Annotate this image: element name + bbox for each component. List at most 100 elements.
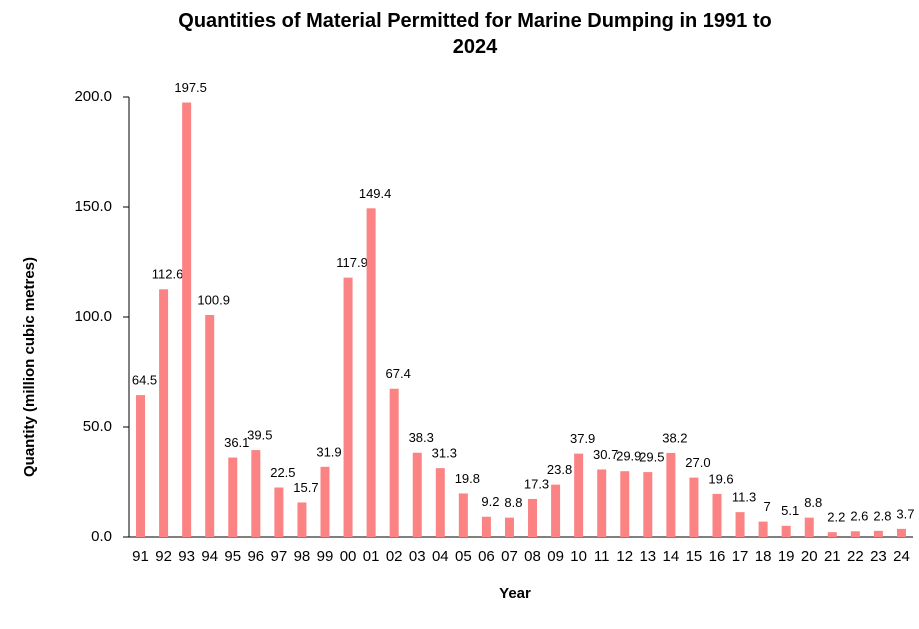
bar <box>159 289 169 537</box>
value-label: 27.0 <box>685 455 710 470</box>
x-tick-label: 01 <box>363 548 380 565</box>
x-tick-label: 06 <box>478 548 495 565</box>
x-tick-label: 98 <box>294 548 311 565</box>
bar <box>574 453 584 537</box>
x-tick-label: 14 <box>663 548 680 565</box>
bar <box>343 277 353 537</box>
value-label: 117.9 <box>336 255 368 270</box>
value-label: 8.8 <box>804 495 822 510</box>
x-tick-label: 95 <box>224 548 241 565</box>
bar <box>781 525 791 537</box>
bar <box>182 102 192 537</box>
value-label: 100.9 <box>197 292 230 307</box>
bar <box>366 208 376 537</box>
bar <box>274 487 284 537</box>
value-label: 7 <box>764 499 771 514</box>
y-tick-label: 150.0 <box>74 198 112 215</box>
x-tick-label: 17 <box>732 548 749 565</box>
x-tick-label: 11 <box>594 548 610 565</box>
x-tick-label: 16 <box>709 548 726 565</box>
x-tick-label: 15 <box>686 548 703 565</box>
value-label: 15.7 <box>293 480 318 495</box>
x-tick-label: 22 <box>847 548 864 565</box>
x-tick-label: 19 <box>778 548 795 565</box>
x-tick-label: 20 <box>801 548 818 565</box>
x-tick-label: 93 <box>178 548 195 565</box>
x-tick-label: 02 <box>386 548 403 565</box>
value-label: 37.9 <box>570 431 595 446</box>
value-label: 30.7 <box>593 447 618 462</box>
bar <box>551 484 561 537</box>
value-label: 22.5 <box>270 465 295 480</box>
x-tick-label: 05 <box>455 548 472 565</box>
value-label: 3.7 <box>896 506 914 521</box>
value-label: 29.5 <box>639 450 664 465</box>
value-label: 9.2 <box>481 494 499 509</box>
value-label: 19.8 <box>455 471 480 486</box>
value-label: 2.6 <box>850 509 868 524</box>
bar <box>804 517 814 537</box>
value-label: 149.4 <box>359 186 392 201</box>
x-tick-label: 13 <box>639 548 656 565</box>
bar <box>458 493 468 537</box>
value-label: 197.5 <box>174 80 207 95</box>
value-label: 36.1 <box>224 435 249 450</box>
x-tick-label: 12 <box>616 548 633 565</box>
value-label: 39.5 <box>247 428 272 443</box>
y-tick-label: 200.0 <box>74 88 112 105</box>
bar <box>320 466 330 537</box>
x-tick-label: 96 <box>247 548 264 565</box>
bar <box>666 452 676 537</box>
bar <box>136 395 146 537</box>
x-tick-label: 10 <box>570 548 587 565</box>
bar <box>528 498 538 537</box>
bar <box>643 472 653 537</box>
value-label: 67.4 <box>386 366 411 381</box>
x-tick-label: 23 <box>870 548 887 565</box>
x-tick-label: 94 <box>201 548 218 565</box>
bar <box>435 468 445 537</box>
value-label: 11.3 <box>732 490 756 505</box>
value-label: 2.8 <box>873 508 891 523</box>
value-label: 64.5 <box>132 373 157 388</box>
value-label: 29.9 <box>616 449 641 464</box>
x-tick-label: 09 <box>547 548 564 565</box>
x-tick-label: 04 <box>432 548 449 565</box>
bar <box>827 532 837 537</box>
bar <box>228 457 238 537</box>
x-tick-label: 21 <box>824 548 841 565</box>
bar <box>389 388 399 537</box>
x-tick-label: 24 <box>893 548 910 565</box>
bar <box>689 477 699 537</box>
bar <box>850 531 860 537</box>
x-tick-label: 91 <box>132 548 149 565</box>
x-tick-label: 03 <box>409 548 426 565</box>
bar <box>205 315 215 537</box>
value-label: 2.2 <box>827 510 845 525</box>
bar <box>896 528 906 537</box>
value-label: 112.6 <box>152 267 184 282</box>
value-label: 31.9 <box>316 444 341 459</box>
y-tick-label: 100.0 <box>74 308 112 325</box>
x-axis-label: Year <box>499 585 531 602</box>
x-tick-label: 18 <box>755 548 772 565</box>
value-label: 5.1 <box>781 503 799 518</box>
bar <box>297 502 307 537</box>
x-tick-label: 00 <box>340 548 357 565</box>
bar <box>758 521 768 537</box>
x-tick-label: 07 <box>501 548 518 565</box>
bar <box>873 530 883 537</box>
value-label: 17.3 <box>524 476 549 491</box>
bar <box>620 471 630 537</box>
y-axis-label: Quantity (million cubic metres) <box>21 257 38 477</box>
x-tick-label: 97 <box>271 548 288 565</box>
x-tick-label: 08 <box>524 548 541 565</box>
x-tick-label: 99 <box>317 548 334 565</box>
bar <box>504 517 514 537</box>
chart-title: Quantities of Material Permitted for Mar… <box>178 10 772 58</box>
x-tick-label: 92 <box>155 548 172 565</box>
value-label: 23.8 <box>547 462 572 477</box>
bar <box>735 512 745 537</box>
bar <box>712 493 722 537</box>
